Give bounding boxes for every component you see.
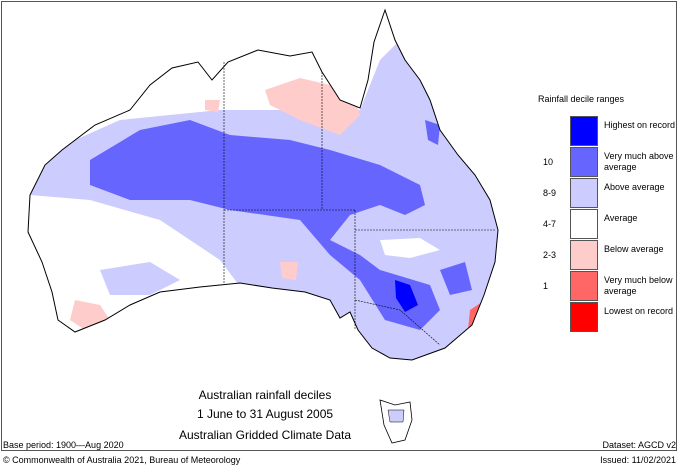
legend-label: Lowest on record [604, 306, 674, 316]
issued-date: Issued: 11/02/2021 [600, 455, 676, 465]
legend-label: Very much above average [604, 151, 674, 172]
legend-title: Rainfall decile ranges [538, 94, 625, 104]
legend-swatch [570, 209, 598, 239]
copyright: © Commonwealth of Australia 2021, Bureau… [3, 455, 241, 465]
legend-label: Highest on record [604, 120, 676, 130]
legend-decile: 2-3 [543, 250, 557, 260]
legend-decile: 10 [543, 157, 554, 167]
map-title-line-2: 1 June to 31 August 2005 [196, 407, 334, 421]
legend-label: Very much below average [604, 275, 673, 296]
base-period: Base period: 1900—Aug 2020 [3, 440, 124, 450]
legend-swatch [570, 178, 598, 208]
legend-swatch [570, 147, 598, 177]
map-title-line-3: Australian Gridded Climate Data [178, 428, 352, 442]
legend-swatch [570, 116, 598, 146]
legend-label: Average [604, 213, 638, 223]
legend-decile: 8-9 [543, 188, 557, 198]
dataset-label: Dataset: AGCD v2 [602, 440, 676, 450]
map-frame [1, 1, 677, 451]
legend-decile: 1 [543, 281, 549, 291]
legend-swatch [570, 240, 598, 270]
legend-decile: 4-7 [543, 219, 557, 229]
legend-swatch [570, 302, 598, 332]
map-title-line-1: Australian rainfall deciles [198, 388, 332, 402]
legend-swatch [570, 271, 598, 301]
legend-label: Below average [604, 244, 664, 254]
legend-label: Above average [604, 182, 665, 192]
